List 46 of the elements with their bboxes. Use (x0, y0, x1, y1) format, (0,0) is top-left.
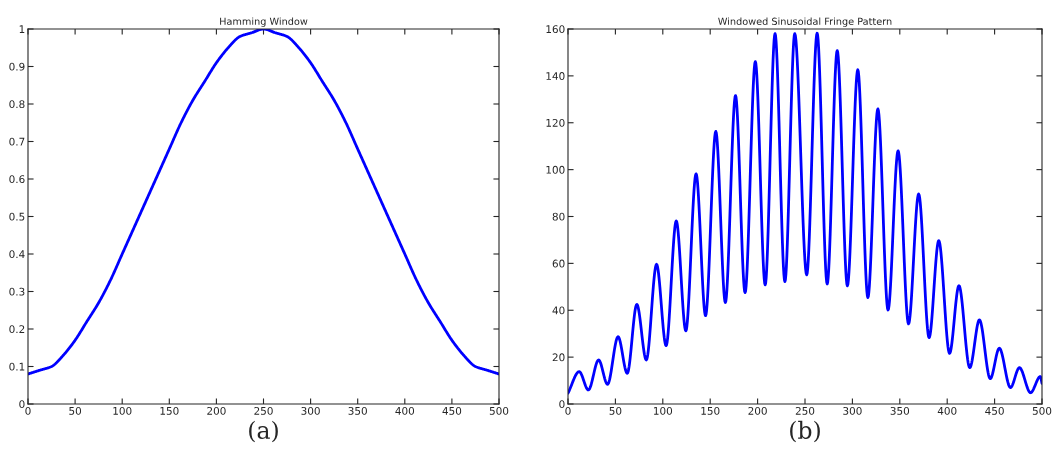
x-tick-label: 250 (795, 406, 815, 415)
y-tick-label: 0.2 (9, 325, 25, 334)
x-tick-label: 150 (160, 406, 179, 415)
y-tick-label: 0.8 (9, 100, 25, 109)
y-tick-label: 60 (552, 259, 565, 268)
x-tick-label: 50 (609, 406, 622, 415)
y-tick-label: 0 (559, 400, 565, 409)
y-tick-label: 20 (552, 353, 565, 362)
y-tick-label: 80 (552, 212, 565, 221)
y-tick-label: 100 (546, 165, 565, 174)
x-tick-label: 50 (69, 406, 82, 415)
x-tick-label: 150 (701, 406, 720, 415)
y-tick-label: 0.9 (9, 62, 25, 71)
y-tick-label: 0.7 (9, 137, 25, 146)
x-tick-label: 350 (348, 406, 367, 415)
x-tick-label: 300 (301, 406, 320, 415)
x-tick-label: 250 (254, 406, 273, 415)
x-tick-label: 100 (654, 406, 673, 415)
y-tick-label: 1 (19, 25, 25, 33)
x-tick-label: 500 (1032, 406, 1052, 415)
chart-title: Windowed Sinusoidal Fringe Pattern (718, 17, 892, 27)
y-tick-label: 160 (546, 25, 565, 34)
x-tick-label: 100 (113, 406, 132, 415)
x-tick-label: 450 (985, 406, 1004, 415)
y-tick-label: 0.1 (9, 362, 25, 371)
y-tick-label: 40 (552, 306, 565, 315)
x-tick-label: 300 (843, 406, 862, 415)
y-tick-label: 0.3 (9, 287, 25, 296)
chart-title: Hamming Window (220, 17, 308, 27)
y-tick-label: 0.6 (9, 175, 25, 184)
x-tick-label: 400 (395, 406, 415, 415)
x-tick-label: 200 (748, 406, 767, 415)
y-tick-label: 140 (546, 72, 565, 80)
y-tick-label: 0.4 (9, 250, 25, 259)
x-tick-label: 350 (890, 406, 910, 415)
text: (b) (790, 420, 820, 443)
x-tick-label: 400 (937, 406, 957, 415)
x-tick-label: 200 (207, 406, 226, 415)
x-tick-label: 0 (565, 406, 571, 415)
y-tick-label: 120 (546, 118, 565, 127)
x-tick-label: 500 (489, 406, 509, 415)
x-tick-label: 0 (25, 406, 31, 415)
y-tick-label: 0.5 (9, 212, 25, 221)
text: (a) (249, 420, 278, 443)
x-tick-label: 450 (442, 406, 462, 415)
y-tick-label: 0 (19, 400, 25, 409)
